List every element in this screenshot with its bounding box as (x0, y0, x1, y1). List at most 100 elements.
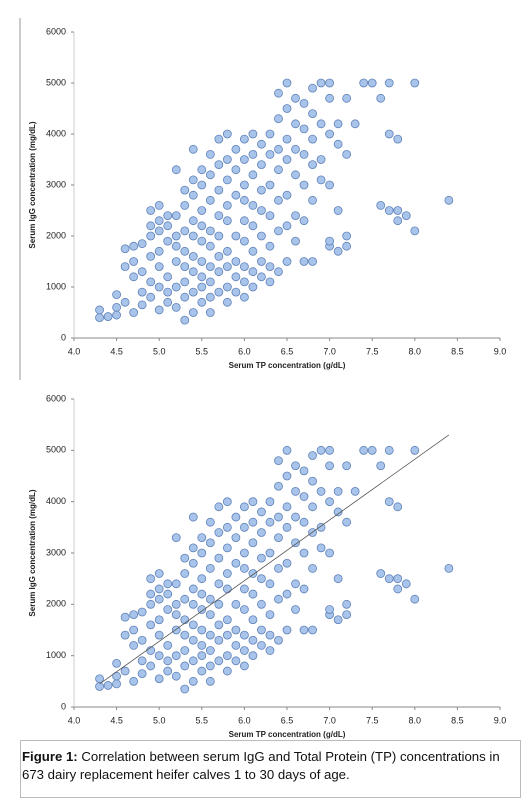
point (274, 564, 283, 573)
point (308, 134, 317, 144)
point (325, 236, 335, 246)
caption-label: Figure 1: (22, 749, 78, 764)
point (197, 666, 207, 676)
point (146, 574, 156, 584)
point (120, 262, 130, 272)
point (239, 646, 249, 655)
point (180, 553, 190, 563)
point (180, 594, 190, 604)
point (231, 190, 241, 200)
x-tick-label: 9.0 (494, 346, 507, 356)
point (291, 605, 300, 614)
point (146, 620, 156, 630)
point (146, 599, 156, 609)
point (444, 564, 454, 573)
point (231, 599, 241, 609)
point (197, 605, 207, 614)
point (231, 533, 241, 542)
point (180, 200, 190, 210)
point (171, 651, 181, 661)
point (163, 297, 173, 307)
point (214, 553, 224, 563)
x-axis-label: Serum TP concentration (g/dL) (229, 361, 346, 370)
point (282, 445, 292, 455)
point (384, 445, 394, 455)
point (146, 661, 156, 671)
point (171, 282, 181, 292)
point (197, 297, 207, 307)
point (316, 543, 326, 553)
point (120, 630, 130, 640)
x-tick-label: 8.0 (409, 346, 422, 356)
point (248, 267, 258, 277)
point (325, 497, 335, 507)
x-tick-label: 6.5 (281, 715, 294, 725)
point (239, 292, 249, 302)
point (248, 615, 258, 625)
point (214, 620, 224, 630)
point (112, 310, 121, 320)
point (197, 589, 207, 599)
point (180, 646, 190, 655)
point (129, 641, 139, 650)
point (299, 257, 309, 266)
point (316, 119, 326, 129)
point (129, 308, 139, 317)
point (129, 241, 139, 251)
y-axis-label: Serum IgG concentration (mg/dL) (28, 489, 37, 616)
point (257, 599, 266, 609)
point (367, 445, 377, 455)
y-tick-label: 4000 (46, 496, 66, 506)
point (188, 190, 198, 200)
point (325, 445, 335, 455)
point (188, 635, 198, 645)
point (188, 231, 198, 241)
y-tick-label: 2000 (46, 230, 66, 240)
point (95, 305, 104, 315)
point (282, 221, 292, 231)
point (180, 226, 190, 236)
point (197, 625, 207, 635)
point (291, 538, 300, 548)
point (205, 195, 215, 205)
point (393, 502, 403, 512)
point (265, 517, 275, 527)
point (163, 605, 173, 614)
point (205, 262, 215, 272)
point (129, 676, 139, 686)
point (188, 175, 198, 185)
point (410, 445, 420, 455)
point (299, 180, 309, 190)
point (231, 165, 241, 175)
point (231, 512, 241, 522)
point (214, 251, 224, 261)
point (393, 574, 403, 584)
point (291, 144, 300, 154)
point (231, 656, 241, 666)
point (205, 277, 215, 287)
point (384, 574, 394, 584)
point (214, 528, 224, 537)
point (257, 206, 266, 215)
point (325, 461, 335, 471)
point (257, 231, 266, 241)
x-tick-label: 6.5 (281, 346, 294, 356)
y-tick-label: 0 (61, 332, 66, 342)
point (154, 584, 164, 594)
point (274, 144, 283, 154)
point (401, 579, 411, 589)
point (197, 533, 207, 542)
point (188, 656, 198, 666)
point (180, 630, 190, 640)
point (231, 625, 241, 635)
trendline (99, 434, 450, 685)
point (197, 272, 207, 282)
point (154, 615, 164, 625)
point (222, 246, 232, 256)
point (222, 175, 232, 185)
point (239, 134, 249, 144)
x-tick-label: 4.0 (68, 715, 81, 725)
point (188, 267, 198, 277)
point (265, 646, 275, 655)
